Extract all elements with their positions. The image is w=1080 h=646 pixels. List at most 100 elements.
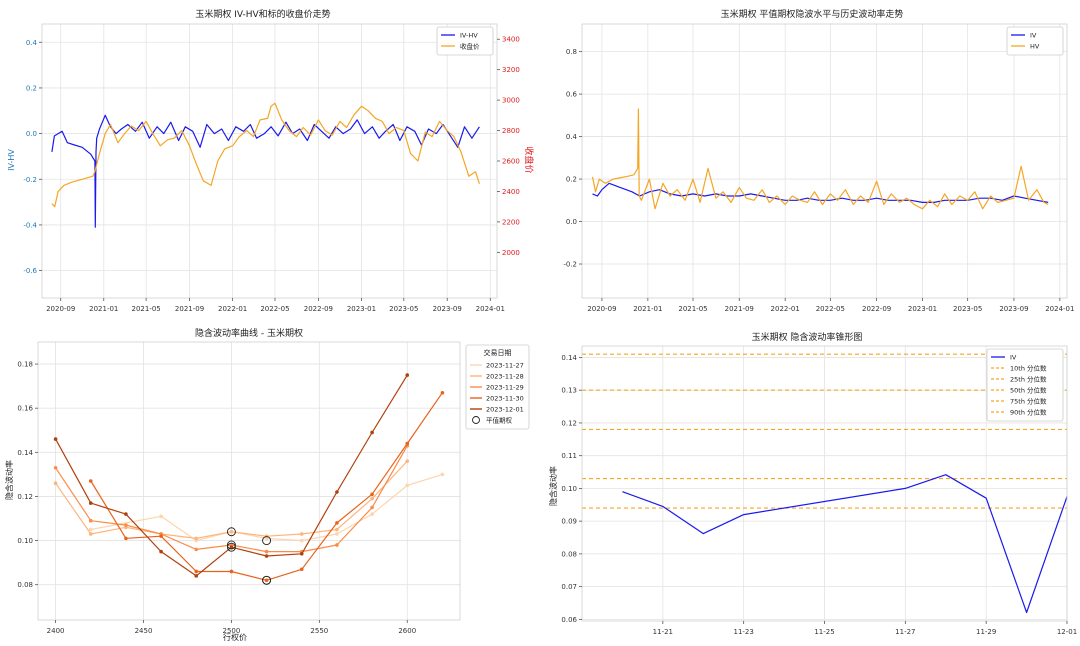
y-tick-label: 0.12 <box>17 493 33 501</box>
data-point <box>405 373 410 377</box>
data-point <box>264 578 269 583</box>
legend-label: IV <box>1010 354 1017 362</box>
data-point <box>53 437 58 441</box>
x-tick-label: 2023-09 <box>433 305 462 313</box>
data-point <box>440 390 445 395</box>
legend-label: 2023-11-28 <box>486 373 524 381</box>
y-axis-ticks: 0.4 0.2 0.0 -0.2 -0.4 -0.6 <box>23 39 42 275</box>
y-tick-label: 0.07 <box>561 583 577 591</box>
series-line <box>591 108 1049 210</box>
y-tick-label: 0.10 <box>561 485 577 493</box>
legend-box <box>1006 26 1064 56</box>
data-point <box>159 534 163 538</box>
legend-label: 10th 分位数 <box>1010 364 1047 373</box>
x-tick-label: 2550 <box>310 627 328 635</box>
data-point <box>370 496 374 501</box>
data-point <box>335 532 339 536</box>
data-point <box>229 529 234 534</box>
x-axis-ticks: 2020-09 2021-01 2021-05 2021-09 2022-01 2022-… <box>587 298 1074 313</box>
grid <box>582 346 1068 621</box>
y-tick-label: 0.4 <box>566 133 578 141</box>
data-point <box>299 538 304 543</box>
series-layer <box>582 353 1068 614</box>
grid <box>582 24 1067 298</box>
data-point <box>299 552 304 556</box>
x-tick-label: 2022-01 <box>771 305 800 313</box>
legend-marker <box>472 416 480 424</box>
y2-tick-label: 2200 <box>502 218 520 226</box>
panel-iv-hv-close: 玉米期权 IV-HV和标的收盘价走势 0.4 0.2 0.0 -0.2 -0.4 -0.6… <box>7 8 535 313</box>
y2-tick-label: 3200 <box>502 66 520 74</box>
chart-title: 玉米期权 IV-HV和标的收盘价走势 <box>195 8 330 20</box>
data-point <box>370 430 374 435</box>
y2-tick-label: 2000 <box>502 249 520 257</box>
x-tick-label: 2022-05 <box>260 305 289 313</box>
data-point <box>53 465 58 470</box>
y2-tick-label: 3400 <box>502 36 520 44</box>
legend-label: 2023-11-29 <box>486 384 524 392</box>
y2-axis-ticks: 3400 3200 3000 2800 2600 2400 2200 2000 <box>497 36 520 257</box>
chart-title: 玉米期权 平值期权隐波水平与历史波动率走势 <box>721 8 904 20</box>
y-axis-label: 隐含波动率 <box>548 466 558 506</box>
legend-label: 75th 分位数 <box>1010 397 1047 406</box>
data-point <box>229 545 234 549</box>
panel-iv-smile: 隐含波动率曲线 - 玉米期权 0.180.160.140.120.100.08 … <box>4 327 530 642</box>
y-tick-label: 0.12 <box>561 419 577 427</box>
x-tick-label: 2021-05 <box>132 305 161 313</box>
data-point <box>88 518 93 523</box>
plot-frame <box>41 23 498 299</box>
data-point <box>370 505 374 510</box>
x-tick-label: 2024-01 <box>476 305 505 313</box>
y-tick-label: 0.2 <box>566 176 577 184</box>
data-point <box>159 514 163 519</box>
x-axis-ticks: 2020-09 2021-01 2021-05 2021-09 2022-01 2022-… <box>46 298 505 313</box>
y-tick-label: 0.08 <box>17 581 33 589</box>
legend: IV HV <box>1006 26 1064 56</box>
plot-frame <box>581 23 1068 299</box>
y-tick-label: 0.06 <box>561 616 577 624</box>
legend-label: IV-HV <box>460 32 478 40</box>
atm-marker <box>226 527 236 537</box>
atm-marker <box>226 540 236 550</box>
y2-tick-label: 2800 <box>502 127 520 135</box>
y2-tick-label: 3000 <box>502 97 520 105</box>
legend-label: 2023-12-01 <box>486 406 524 414</box>
x-tick-label: 11-21 <box>653 628 673 636</box>
x-tick-label: 2600 <box>398 627 416 635</box>
panel-iv-cone: 玉米期权 隐含波动率锥形图 0.140.130.120.110.100.090.… <box>548 331 1077 636</box>
x-tick-label: 11-27 <box>895 628 915 636</box>
y-axis-label: IV-HV <box>7 149 16 171</box>
y-tick-label: -0.6 <box>23 267 37 275</box>
x-tick-label: 11-29 <box>976 628 996 636</box>
x-tick-label: 2023-05 <box>389 305 418 313</box>
x-tick-label: 2500 <box>223 627 241 635</box>
atm-marker <box>226 542 236 552</box>
x-tick-label: 2021-05 <box>678 305 707 313</box>
legend-box <box>436 26 494 56</box>
y-tick-label: 0.08 <box>561 550 577 558</box>
data-point <box>88 479 93 483</box>
x-tick-label: 2400 <box>47 627 65 635</box>
x-tick-label: 2023-01 <box>347 305 376 313</box>
legend-label: 2023-11-27 <box>486 362 524 370</box>
x-tick-label: 2023-09 <box>999 305 1028 313</box>
y-tick-label: 0.16 <box>17 405 33 413</box>
x-tick-label: 2020-09 <box>587 305 616 313</box>
x-tick-label: 2023-01 <box>908 305 937 313</box>
legend-label: 25th 分位数 <box>1010 375 1047 384</box>
x-tick-label: 2021-09 <box>725 305 754 313</box>
data-point <box>335 490 339 494</box>
x-tick-label: 2021-01 <box>633 305 662 313</box>
y2-axis-label: 收盘价 <box>523 146 535 173</box>
y-axis-label: 隐含波动率 <box>4 460 14 500</box>
x-tick-label: 2022-05 <box>816 305 845 313</box>
series-line <box>592 182 1049 203</box>
y-tick-label: 0.09 <box>561 518 577 526</box>
grid <box>42 24 497 298</box>
y-tick-label: -0.2 <box>563 261 577 269</box>
legend-label: 50th 分位数 <box>1010 386 1047 395</box>
y-tick-label: 0.18 <box>17 361 33 369</box>
data-point <box>194 547 199 552</box>
x-tick-label: 2022-09 <box>862 305 891 313</box>
data-point <box>88 501 93 505</box>
